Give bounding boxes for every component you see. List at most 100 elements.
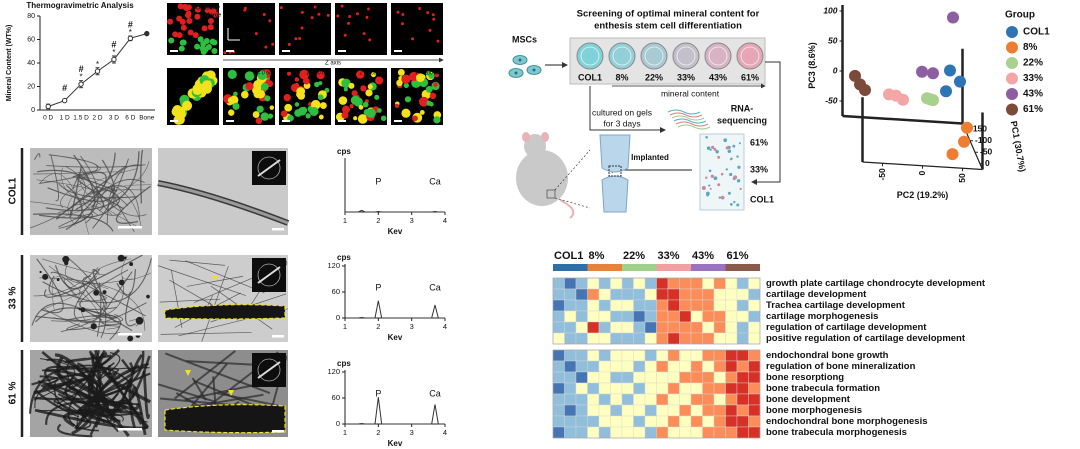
diffraction-ring <box>257 263 281 287</box>
heatmap-cell <box>621 404 634 417</box>
heatmap-cell <box>598 382 611 395</box>
gel-particle <box>717 155 721 159</box>
heatmap-cell <box>644 426 657 439</box>
fiber <box>42 366 96 390</box>
heatmap-cell <box>610 382 623 395</box>
scale-bar <box>282 50 290 52</box>
heatmap-cell <box>598 360 611 373</box>
heatmap-cell <box>575 415 588 428</box>
heatmap-cell <box>633 288 646 301</box>
heatmap-cell <box>713 349 726 362</box>
heatmap-cell <box>552 371 565 384</box>
crystal <box>93 289 100 296</box>
heatmap-cell <box>736 277 749 290</box>
z-axis-label: Z axis <box>325 61 341 67</box>
diffraction-label: (002) <box>255 266 268 272</box>
fluor-blob <box>355 12 359 16</box>
point <box>111 56 117 63</box>
heatmap-cell <box>575 382 588 395</box>
heatmap-cell <box>610 371 623 384</box>
significance-mark: # <box>128 19 133 29</box>
x-tick-label: 3 D <box>109 115 119 122</box>
point <box>927 94 939 107</box>
heatmap-cell <box>748 321 761 334</box>
fluor-blob <box>178 45 185 52</box>
cell-nucleus <box>532 68 536 72</box>
fiber <box>67 314 121 341</box>
fluor-blob <box>305 113 311 119</box>
group-bar <box>553 264 588 271</box>
scale-bar <box>170 120 178 122</box>
fluor-blob <box>201 25 208 32</box>
heatmap-cell <box>610 393 623 406</box>
fluor-blob <box>317 94 324 101</box>
group-label: 61% <box>727 250 749 262</box>
diffraction-streak <box>257 361 281 379</box>
heatmap-cell <box>587 382 600 395</box>
peak-label: P <box>375 388 381 398</box>
heatmap-cell <box>610 360 623 373</box>
heatmap-cell <box>667 404 680 417</box>
point <box>940 85 952 98</box>
heatmap-cell <box>748 277 761 290</box>
diagram-title: enthesis stem cell differentiation <box>594 21 742 32</box>
fluor-blob <box>426 100 432 106</box>
heatmap-cell <box>667 321 680 334</box>
heatmap-cell <box>564 321 577 334</box>
crystal <box>90 323 97 330</box>
y-tick-label: 120 <box>327 261 340 270</box>
x-tick-label: -100 <box>975 135 992 145</box>
fiber <box>57 423 93 438</box>
mineral-band <box>164 304 286 320</box>
rna-strand <box>667 109 701 115</box>
heatmap-cell <box>679 332 692 345</box>
heatmap-cell <box>598 426 611 439</box>
heatmap-cell <box>564 349 577 362</box>
axis-glyph-label: x <box>242 37 245 43</box>
fluor-blob <box>433 116 441 124</box>
fluor-blob <box>227 96 235 104</box>
heatmap-cell <box>713 371 726 384</box>
gel-particle <box>705 176 708 179</box>
fluor-blob <box>240 90 249 99</box>
z-label: Z = 100 nm <box>359 70 385 76</box>
diffraction-ring <box>257 358 281 382</box>
heatmap-cell <box>690 277 703 290</box>
heatmap-cell <box>564 382 577 395</box>
y-tick-label: 0 <box>917 170 927 175</box>
fiber <box>110 363 146 382</box>
gel-particle <box>710 174 714 178</box>
heatmap-cell <box>610 415 623 428</box>
heatmap-cell <box>679 299 692 312</box>
z-label: Z = 50 nm <box>305 70 329 76</box>
fiber <box>67 257 107 338</box>
heatmap-cell <box>610 426 623 439</box>
fluor-blob <box>267 113 274 119</box>
significance-mark: * <box>96 60 99 69</box>
gel-particle <box>713 176 718 181</box>
fluor-blob <box>260 112 269 121</box>
x-axis-label: Kev <box>388 439 403 448</box>
heatmap-cell <box>690 371 703 384</box>
crystal <box>102 290 107 295</box>
fluor-blob <box>426 11 430 15</box>
arrow-marker <box>212 275 218 281</box>
row-label: regulation of bone mineralization <box>766 361 916 372</box>
fiber <box>41 367 119 376</box>
mouse-tail <box>559 199 575 219</box>
heatmap-cell <box>690 415 703 428</box>
legend-label: 8% <box>1023 42 1038 53</box>
point <box>961 121 973 134</box>
legend-swatch <box>1006 26 1018 38</box>
fiber <box>31 302 103 326</box>
row-label: 33 % <box>8 286 19 309</box>
heatmap-cell <box>621 349 634 362</box>
heatmap-cell <box>610 288 623 301</box>
heatmap-cell <box>598 371 611 384</box>
scale-bar <box>394 50 402 52</box>
heatmap-cell <box>621 393 634 406</box>
fluor-blob <box>223 51 227 55</box>
mouse-ear <box>541 132 549 142</box>
fluor-blob <box>271 42 275 46</box>
row-label: endochondral bone growth <box>766 350 889 361</box>
